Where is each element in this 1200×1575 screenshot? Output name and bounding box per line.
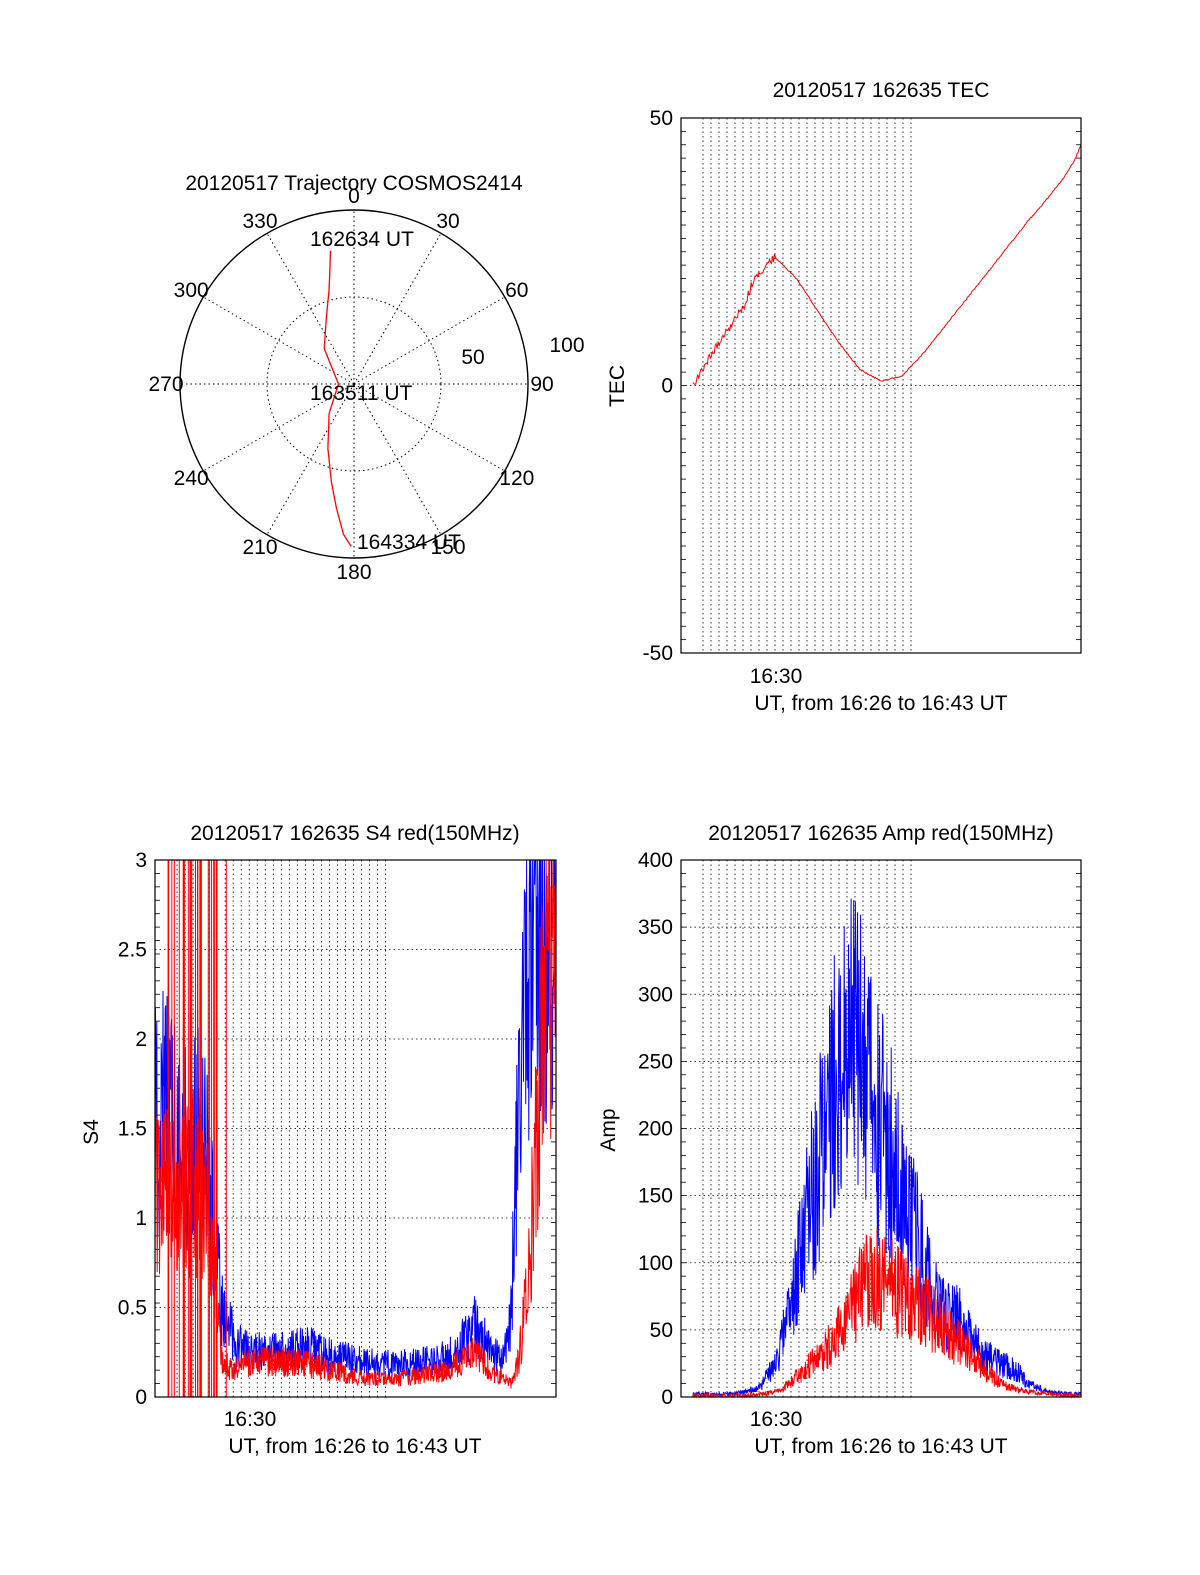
tec-y-tick-label: -50 — [643, 642, 673, 665]
polar-spoke — [353, 383, 505, 472]
polar-radial-label-100: 100 — [549, 334, 584, 357]
polar-azimuth-labels: 0 30 60 90 120 150 180 210 240 270 300 330 — [148, 185, 553, 584]
polar-azimuth-label: 90 — [530, 373, 553, 396]
s4-x-tick-label: 16:30 — [224, 1408, 277, 1431]
polar-azimuth-label: 60 — [505, 279, 528, 302]
amp-y-tick-label: 350 — [638, 916, 673, 939]
s4-series — [154, 859, 557, 1397]
amp-y-tick-label: 250 — [638, 1050, 673, 1073]
polar-azimuth-label: 0 — [348, 185, 360, 208]
amp-x-tick-label: 16:30 — [750, 1408, 803, 1431]
polar-azimuth-label: 240 — [174, 467, 209, 490]
amp-y-tick-label: 400 — [638, 849, 673, 872]
amp-y-axis-label: Amp — [597, 1108, 620, 1151]
polar-azimuth-label: 30 — [436, 210, 459, 233]
s4-y-tick-label: 1.5 — [118, 1118, 147, 1141]
tec-grid — [681, 117, 1081, 654]
amp-y-tick-label: 300 — [638, 983, 673, 1006]
polar-title: 20120517 Trajectory COSMOS2414 — [185, 172, 523, 195]
polar-spoke — [203, 383, 355, 472]
polar-annotation-start: 162634 UT — [310, 228, 414, 251]
polar-spoke — [266, 383, 355, 535]
s4-y-tick-label: 2.5 — [118, 939, 147, 962]
amp-series-line-blue — [692, 898, 1082, 1399]
tec-series — [692, 144, 1082, 385]
polar-azimuth-label: 270 — [148, 373, 183, 396]
polar-trajectory-line — [323, 250, 352, 547]
polar-radial-label-50: 50 — [461, 346, 484, 369]
polar-azimuth-label: 330 — [242, 210, 277, 233]
s4-y-tick-labels: 0 0.5 1 1.5 2 2.5 3 — [118, 849, 147, 1409]
tec-series-line-red — [692, 144, 1082, 385]
amp-x-axis-label: UT, from 16:26 to 16:43 UT — [754, 1435, 1007, 1458]
polar-annotation-mid: 163511 UT — [310, 382, 413, 405]
amp-y-tick-label: 100 — [638, 1252, 673, 1275]
s4-y-tick-label: 2 — [135, 1028, 147, 1051]
amp-y-tick-label: 50 — [650, 1319, 673, 1342]
s4-y-tick-label: 0.5 — [118, 1297, 147, 1320]
tec-plot-frame — [680, 117, 1082, 654]
amp-series — [692, 898, 1082, 1399]
s4-series-line-red — [154, 859, 557, 1389]
s4-series-line-blue — [154, 859, 557, 1379]
amp-plot-frame — [680, 859, 1082, 1398]
polar-spoke — [203, 296, 355, 385]
tec-y-tick-labels: 50 0 -50 — [643, 107, 673, 665]
s4-title: 20120517 162635 S4 red(150MHz) — [190, 822, 519, 845]
polar-spoke — [353, 233, 442, 385]
polar-azimuth-label: 120 — [499, 467, 534, 490]
amp-y-tick-label: 200 — [638, 1118, 673, 1141]
polar-panel: 20120517 Trajectory COSMOS2414 0 30 60 90 12… — [148, 172, 584, 584]
polar-azimuth-label: 150 — [430, 536, 465, 559]
amp-y-tick-label: 0 — [661, 1386, 673, 1409]
amp-y-tick-labels: 0 50 100 150 200 250 300 350 400 — [638, 849, 673, 1409]
polar-azimuth-label: 180 — [336, 561, 371, 584]
polar-outer-circle — [179, 209, 529, 559]
tec-title: 20120517 162635 TEC — [773, 79, 990, 102]
polar-spoke — [266, 233, 355, 385]
s4-y-tick-label: 3 — [135, 849, 147, 872]
polar-spoke — [353, 296, 505, 385]
tec-y-axis-label: TEC — [606, 365, 629, 407]
amp-grid — [681, 859, 1081, 1398]
polar-grid — [179, 209, 529, 559]
tec-x-tick-label: 16:30 — [750, 665, 803, 688]
polar-annotation-end: 164334 UT — [357, 531, 461, 554]
amp-y-tick-label: 150 — [638, 1185, 673, 1208]
polar-azimuth-label: 210 — [242, 536, 277, 559]
polar-trajectory-series — [323, 250, 352, 547]
tec-y-tick-label: 0 — [661, 375, 673, 398]
polar-spoke — [353, 383, 442, 535]
s4-y-tick-label: 0 — [135, 1386, 147, 1409]
tec-panel: 20120517 162635 TEC 50 0 -50 16:30 UT, fro… — [606, 79, 1082, 715]
polar-azimuth-label: 300 — [174, 279, 209, 302]
tec-y-tick-label: 50 — [650, 107, 673, 130]
s4-panel: 20120517 162635 S4 red(150MHz) 0 0.5 1 1.5 2… — [80, 822, 557, 1458]
amp-panel: 20120517 162635 Amp red(150MHz) 0 50 100 15… — [597, 822, 1082, 1458]
tec-x-axis-label: UT, from 16:26 to 16:43 UT — [754, 692, 1007, 715]
s4-plot-frame — [154, 859, 557, 1398]
s4-y-tick-label: 1 — [135, 1207, 147, 1230]
s4-y-axis-label: S4 — [80, 1119, 103, 1145]
s4-x-axis-label: UT, from 16:26 to 16:43 UT — [228, 1435, 481, 1458]
amp-series-line-red — [692, 1228, 1082, 1399]
amp-title: 20120517 162635 Amp red(150MHz) — [708, 822, 1054, 845]
